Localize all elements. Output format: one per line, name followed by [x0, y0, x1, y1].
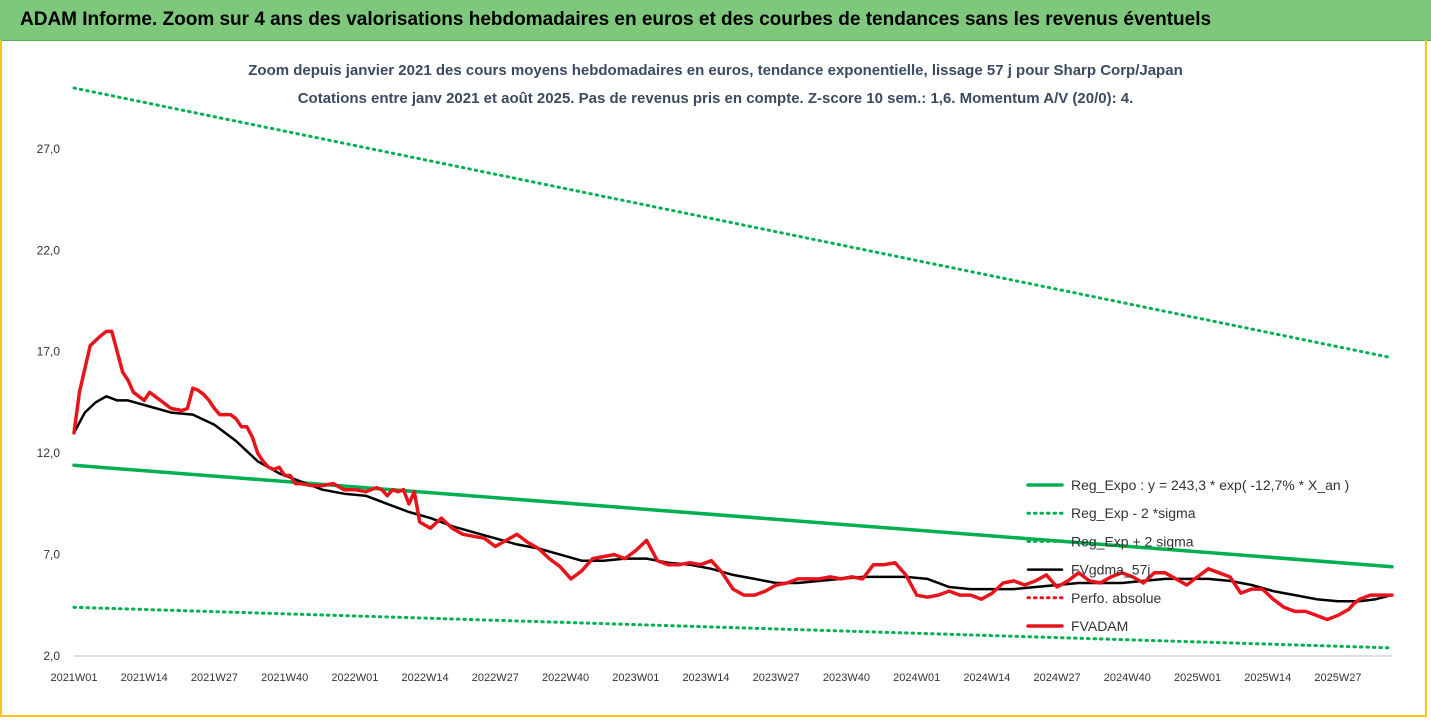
x-tick-label: 2021W40: [261, 672, 308, 684]
axes: 2,0 7,0 12,0 17,0 22,0 27,0 2021W01 2021W14 2021…: [37, 142, 1392, 684]
x-tick-label: 2025W27: [1314, 672, 1361, 684]
y-tick-label: 17,0: [37, 345, 61, 359]
banner: ADAM Informe. Zoom sur 4 ans des valoris…: [0, 0, 1431, 41]
x-tick-label: 2023W27: [753, 672, 800, 684]
x-tick-label: 2021W27: [191, 672, 238, 684]
series-reg-exp-2-sigma: [72, 605, 1394, 650]
x-tick-label: 2022W14: [402, 672, 449, 684]
chart-title: Zoom depuis janvier 2021 des cours moyen…: [248, 62, 1183, 79]
legend-label: FVADAM: [1071, 618, 1128, 634]
x-tick-label: 2025W14: [1244, 672, 1291, 684]
legend-label: Reg_Expo : y = 243,3 * exp( -12,7% * X_a…: [1071, 477, 1349, 493]
x-tick-label: 2025W01: [1174, 672, 1221, 684]
legend-label: Reg_Exp - 2 *sigma: [1071, 505, 1196, 521]
series-reg-exp-2-sigma: [72, 86, 1394, 360]
chart-subtitle: Cotations entre janv 2021 et août 2025. …: [297, 90, 1134, 107]
legend-label: Perfo. absolue: [1071, 590, 1161, 606]
x-tick-label: 2024W27: [1034, 672, 1081, 684]
legend-label: FVgdma_57j: [1071, 562, 1150, 578]
series-layer: [72, 86, 1394, 650]
x-tick-label: 2024W14: [963, 672, 1010, 684]
x-tick-label: 2021W14: [121, 672, 168, 684]
legend-label: Reg_Exp + 2 sigma: [1071, 533, 1194, 549]
x-tick-label: 2022W01: [331, 672, 378, 684]
banner-title: ADAM Informe. Zoom sur 4 ans des valoris…: [20, 9, 1212, 30]
x-tick-label: 2021W01: [50, 672, 97, 684]
x-tick-label: 2023W40: [823, 672, 870, 684]
x-tick-label: 2024W40: [1104, 672, 1151, 684]
y-tick-label: 27,0: [37, 142, 61, 156]
x-tick-label: 2023W14: [682, 672, 729, 684]
series-fvgdma-57j: [72, 395, 1394, 603]
y-tick-label: 7,0: [43, 548, 60, 562]
y-tick-label: 2,0: [43, 649, 60, 663]
x-tick-label: 2024W01: [893, 672, 940, 684]
chart-frame: [0, 40, 1427, 717]
x-tick-label: 2022W40: [542, 672, 589, 684]
series-fvadam: [72, 329, 1394, 622]
x-tick-label: 2022W27: [472, 672, 519, 684]
x-tick-label: 2023W01: [612, 672, 659, 684]
legend: Reg_Expo : y = 243,3 * exp( -12,7% * X_a…: [1026, 477, 1349, 634]
y-tick-label: 22,0: [37, 243, 61, 257]
y-tick-label: 12,0: [37, 446, 61, 460]
